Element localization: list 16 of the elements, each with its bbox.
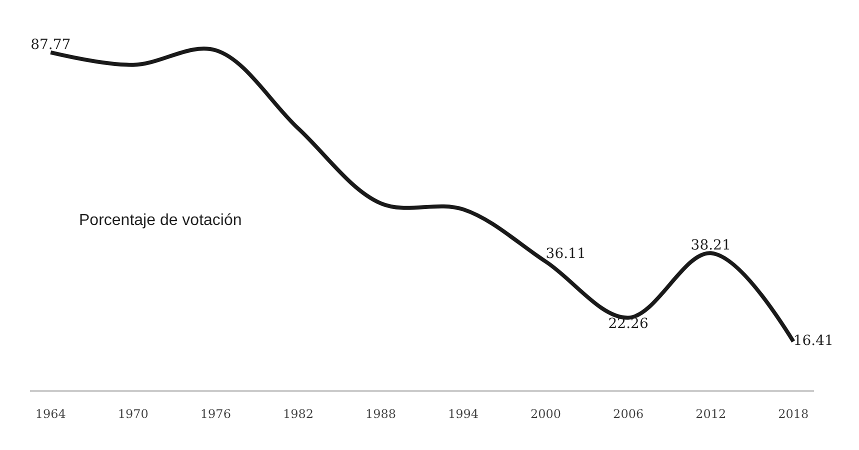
x-tick-label: 2018 [778, 407, 809, 422]
x-tick-label: 2012 [696, 407, 726, 422]
x-tick-label: 1982 [282, 407, 314, 422]
data-label: 22.26 [608, 316, 648, 332]
data-label: 87.77 [30, 36, 71, 53]
data-label: 36.11 [546, 246, 586, 262]
x-tick-label: 1964 [35, 407, 66, 422]
x-tick-label: 1976 [200, 407, 231, 422]
data-label: 38.21 [690, 238, 731, 254]
x-tick-label: 1988 [365, 407, 396, 422]
x-tick-label: 1970 [118, 407, 148, 422]
x-tick-label: 2006 [613, 407, 644, 422]
x-tick-label: 2000 [530, 407, 562, 422]
data-label: 16.41 [793, 332, 834, 349]
x-tick-label: 1994 [448, 407, 479, 422]
annotation: Porcentaje de votación [79, 212, 242, 229]
